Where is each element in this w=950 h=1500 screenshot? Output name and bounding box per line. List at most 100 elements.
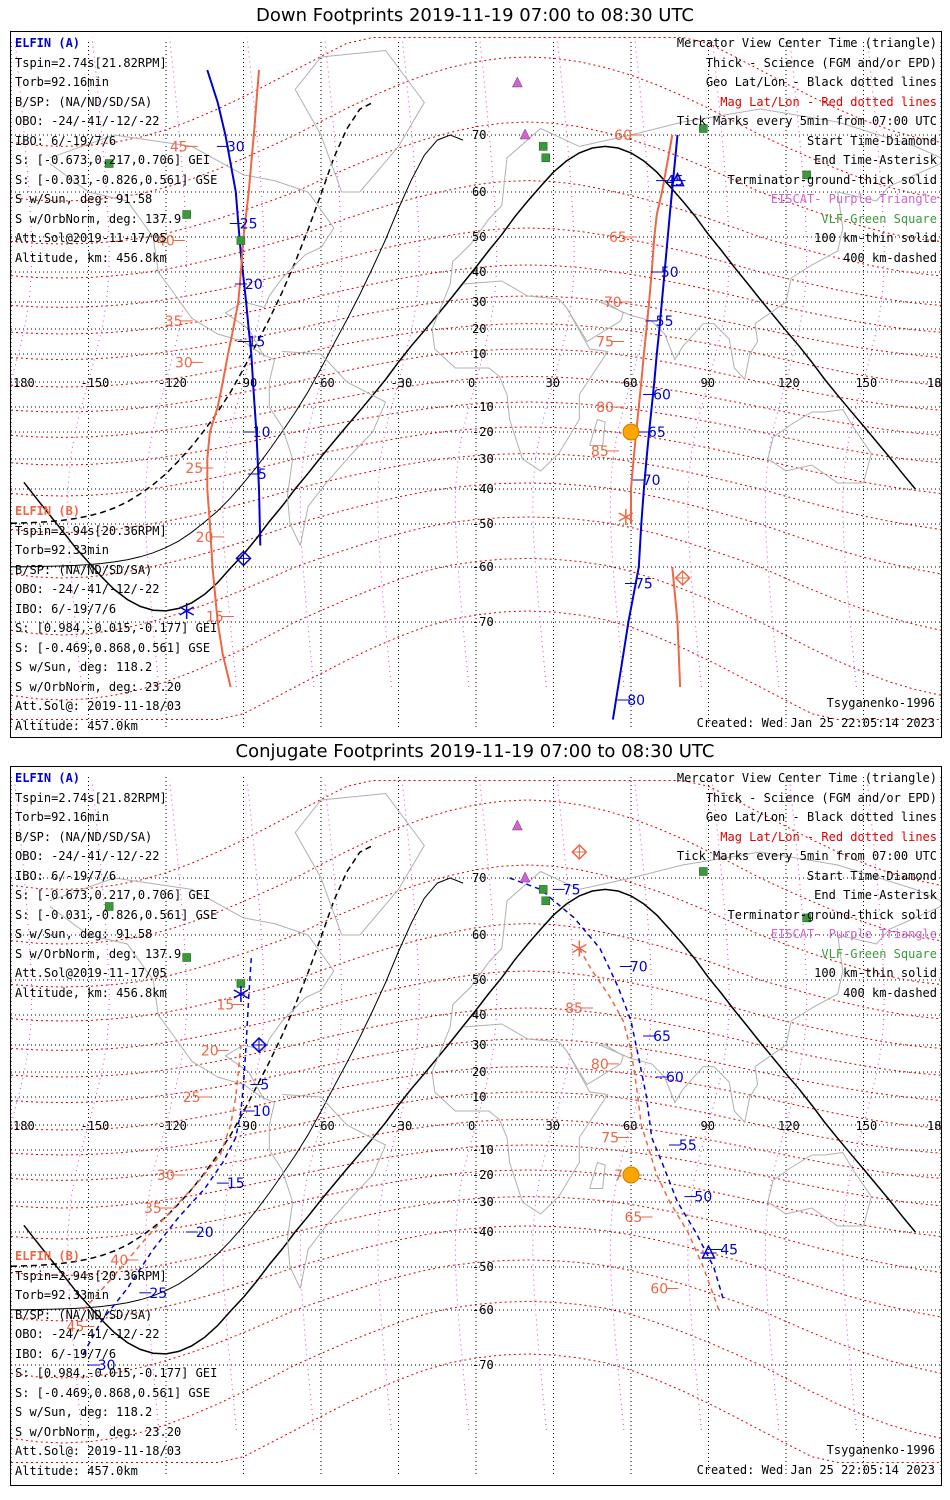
lon-tick-label: 30 <box>546 1119 560 1133</box>
mag-meridian <box>11 37 33 384</box>
mag-meridian <box>67 780 110 1431</box>
lon-tick-label: 60 <box>623 376 637 390</box>
mag-meridian <box>609 37 653 688</box>
mag-parallel <box>11 180 941 279</box>
legend-item: Mag Lat/Lon - Red dotted lines <box>720 94 937 109</box>
info-line: S: [-0.673,0.217,0.706] GEI <box>15 888 211 902</box>
mag-meridian <box>687 780 730 1431</box>
lat-tick-label: 60 <box>472 928 486 942</box>
mag-meridian <box>609 780 653 1431</box>
time-tick-label: 75 <box>601 1131 619 1147</box>
time-tick-label: 15 <box>248 335 266 351</box>
time-tick-label: 70 <box>630 960 648 976</box>
mag-parallel <box>11 780 941 890</box>
elfin-b-header: ELFIN (B) <box>15 1249 81 1263</box>
time-tick-label: 60 <box>650 1282 668 1298</box>
map-panel-down: 180 -150 -120 -90 -60 -30 0 30 60 90 120 150 180 70 60… <box>10 31 942 738</box>
end-time-asterisk <box>571 943 587 954</box>
coastline <box>449 108 941 285</box>
info-line: OBO: -24/-41/-12/-22 <box>15 1327 160 1341</box>
lat-tick-label: -10 <box>472 400 494 414</box>
coastline <box>294 792 425 936</box>
lat-tick-label: 50 <box>472 230 486 244</box>
info-line: S: [-0.031,-0.826,0.561] GSE <box>15 907 218 922</box>
vlf-station-marker <box>802 913 811 923</box>
end-time-asterisk <box>233 989 249 999</box>
orbit-track-elfin-b <box>671 566 682 688</box>
info-line: Att.Sol@2019-11-17/05 <box>15 231 167 245</box>
legend-item: Geo Lat/Lon - Black dotted lines <box>705 810 937 824</box>
vlf-station-marker <box>538 142 548 151</box>
coastline <box>294 49 425 193</box>
lon-tick-label: -30 <box>391 376 413 390</box>
elfin-a-info-down: ELFIN (A) Tspin=2.74s[21.82RPM] Torb=92.… <box>15 34 217 268</box>
lat-tick-label: -50 <box>472 517 494 531</box>
lon-tick-label: 90 <box>701 376 715 390</box>
orbit-track-elfin-a <box>82 957 253 1355</box>
eiscat-station-marker <box>511 76 523 88</box>
info-line: OBO: -24/-41/-12/-22 <box>15 114 160 128</box>
eiscat-station-marker <box>519 128 531 140</box>
mag-meridian <box>299 780 343 1431</box>
elfin-a-info-conjugate: ELFIN (A) Tspin=2.74s[21.82RPM] Torb=92.… <box>15 769 217 1003</box>
lat-tick-label: 10 <box>472 1090 486 1104</box>
time-tick-label: 30 <box>227 139 245 155</box>
end-time-asterisk <box>179 606 195 616</box>
legend-item: 100 km-thin solid <box>814 966 937 980</box>
time-tick-label: 20 <box>196 1225 214 1241</box>
time-tick-label: 45 <box>67 1320 85 1336</box>
info-line: S w/Sun, deg: 118.2 <box>15 660 153 674</box>
legend-item: Tick Marks every 5min from 07:00 UTC <box>676 849 937 863</box>
lon-tick-label: 180 <box>13 1119 35 1133</box>
info-line: Altitude: 457.0km <box>15 718 138 733</box>
time-tick-label: 50 <box>694 1190 712 1206</box>
info-line: S w/OrbNorm, deg: 23.20 <box>15 1424 182 1439</box>
time-tick-label: 85 <box>591 444 609 460</box>
coastline <box>767 1151 872 1227</box>
lon-tick-label: 150 <box>856 1119 878 1133</box>
horizon-400km-line <box>11 101 374 525</box>
time-tick-label: 20 <box>196 530 214 546</box>
info-line: Att.Sol@2019-11-17/05 <box>15 966 167 980</box>
lon-tick-label: -30 <box>391 1119 413 1133</box>
vlf-station-marker <box>699 867 708 876</box>
lon-tick-label: 0 <box>468 1119 475 1133</box>
created-label: Created: Wed Jan 25 22:05:14 2023 <box>696 715 935 730</box>
vlf-station-marker <box>699 124 708 133</box>
time-tick-label: 80 <box>596 400 614 416</box>
lat-tick-label: 40 <box>472 265 486 279</box>
vlf-station-marker <box>182 953 191 962</box>
legend-item: 100 km-thin solid <box>814 231 937 245</box>
legend-item: Tick Marks every 5min from 07:00 UTC <box>676 114 937 128</box>
map-legend-down: Mercator View Center Time (triangle) Thi… <box>677 34 937 268</box>
horizon-100km-line <box>11 134 464 568</box>
info-line: Altitude, km: 456.8km <box>15 250 167 265</box>
coastline <box>49 906 275 1104</box>
mag-parallel <box>11 401 941 466</box>
orbit-track-elfin-a <box>611 134 679 720</box>
terminator-line <box>23 145 916 612</box>
time-tick-label: 30 <box>98 1358 116 1374</box>
time-tick-label: 80 <box>627 693 645 709</box>
mag-parallel <box>11 37 941 147</box>
mag-parallel <box>11 1353 941 1463</box>
lat-tick-label: 50 <box>472 973 486 987</box>
vlf-station-marker <box>236 236 246 245</box>
mag-meridian <box>454 37 498 688</box>
time-tick-label: 35 <box>165 314 183 330</box>
time-tick-label: 75 <box>596 335 614 351</box>
mag-parallel <box>11 1066 941 1131</box>
info-line: S: [-0.031,-0.826,0.561] GSE <box>15 172 218 187</box>
coastline <box>565 906 941 1124</box>
info-line: OBO: -24/-41/-12/-22 <box>15 582 160 596</box>
mag-meridian <box>144 780 188 1431</box>
time-tick-label: 65 <box>609 230 627 246</box>
info-line: Att.Sol@: 2019-11-18/03 <box>15 1444 182 1458</box>
info-line: IBO: 6/-19/7/6 <box>15 601 117 616</box>
info-line: B/SP: (NA/ND/SD/SA) <box>15 562 153 577</box>
legend-item: 400 km-dashed <box>843 985 937 1000</box>
mag-parallel <box>11 1118 941 1181</box>
lat-tick-label: 70 <box>472 871 486 885</box>
lon-tick-label: 90 <box>701 1119 715 1133</box>
legend-item: Start Time-Diamond <box>806 868 937 883</box>
